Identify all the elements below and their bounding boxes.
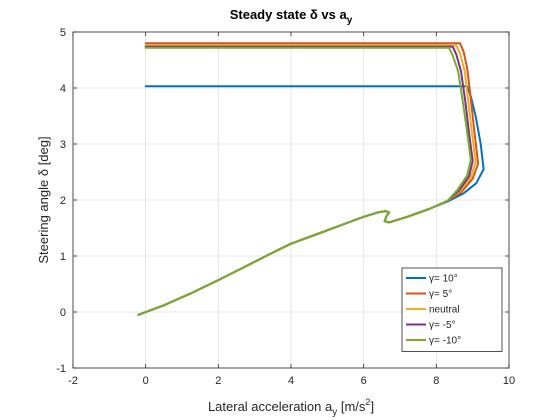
legend: γ= 10° γ= 5° neutral γ= -5° γ= -10°: [401, 267, 503, 352]
y-tick-label: 5: [60, 27, 66, 39]
x-tick-label: 10: [503, 375, 515, 387]
legend-label-3: γ= -5°: [429, 320, 456, 331]
title-subscript: y: [347, 15, 353, 26]
axis-ticks: -2 0 2 4 6 8 10 -1 0 1 2 3 4 5: [56, 27, 515, 387]
legend-label-4: γ= -10°: [429, 336, 461, 347]
x-tick-label: 8: [433, 375, 439, 387]
legend-label-0: γ= 10°: [429, 274, 458, 285]
y-tick-label: 0: [60, 307, 66, 319]
x-tick-label: 2: [215, 375, 221, 387]
y-tick-label: -1: [56, 363, 66, 375]
x-axis-label-subscript: y: [332, 407, 337, 418]
y-axis-label: Steering angle δ [deg]: [36, 136, 51, 263]
y-tick-label: 4: [60, 83, 66, 95]
chart-title: Steady state δ vs ay: [230, 7, 353, 26]
x-axis-label-units-close: ]: [370, 399, 374, 414]
x-axis-label: Lateral acceleration ay [m/s2]: [208, 397, 374, 418]
title-main: Steady state δ vs a: [230, 7, 348, 22]
y-tick-label: 2: [60, 195, 66, 207]
x-tick-label: 0: [143, 375, 149, 387]
series-line-4: [137, 46, 472, 316]
x-axis-label-units: [m/s: [337, 399, 366, 414]
y-tick-label: 1: [60, 251, 66, 263]
x-axis-label-units-superscript: 2: [365, 397, 370, 407]
x-tick-label: 4: [288, 375, 294, 387]
series-lines: [137, 42, 485, 316]
x-tick-label: 6: [361, 375, 367, 387]
legend-label-1: γ= 5°: [429, 289, 452, 300]
x-axis-label-main: Lateral acceleration a: [208, 399, 333, 414]
legend-label-2: neutral: [429, 305, 460, 316]
x-tick-label: -2: [68, 375, 78, 387]
y-tick-label: 3: [60, 139, 66, 151]
